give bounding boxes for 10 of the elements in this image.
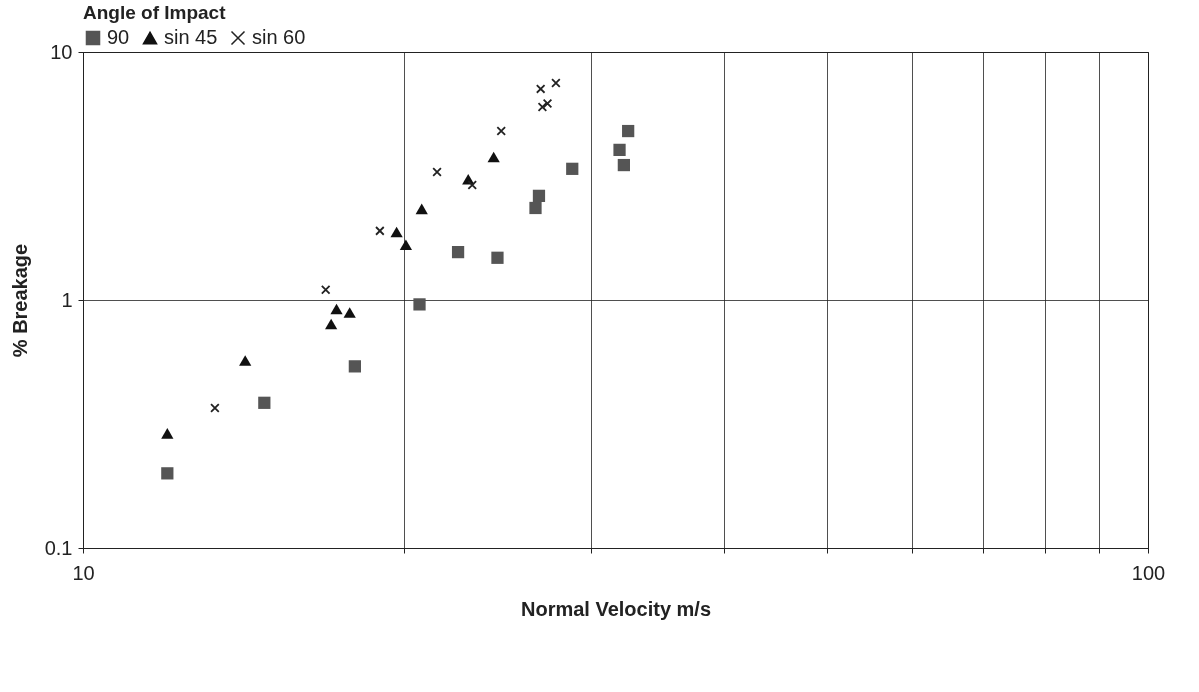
legend-label: 90 [107,26,130,48]
x-tick-label: 100 [1131,561,1166,584]
y-tick-label: 1 [61,288,73,311]
y-axis-title: % Breakage [8,243,31,358]
legend-label: sin 45 [164,26,218,48]
legend-label: sin 60 [252,26,306,48]
x-axis-title: Normal Velocity m/s [520,597,712,620]
legend-title: Angle of Impact [83,2,227,23]
y-tick-label: 0.1 [44,536,73,559]
y-tick-label: 10 [50,40,73,63]
